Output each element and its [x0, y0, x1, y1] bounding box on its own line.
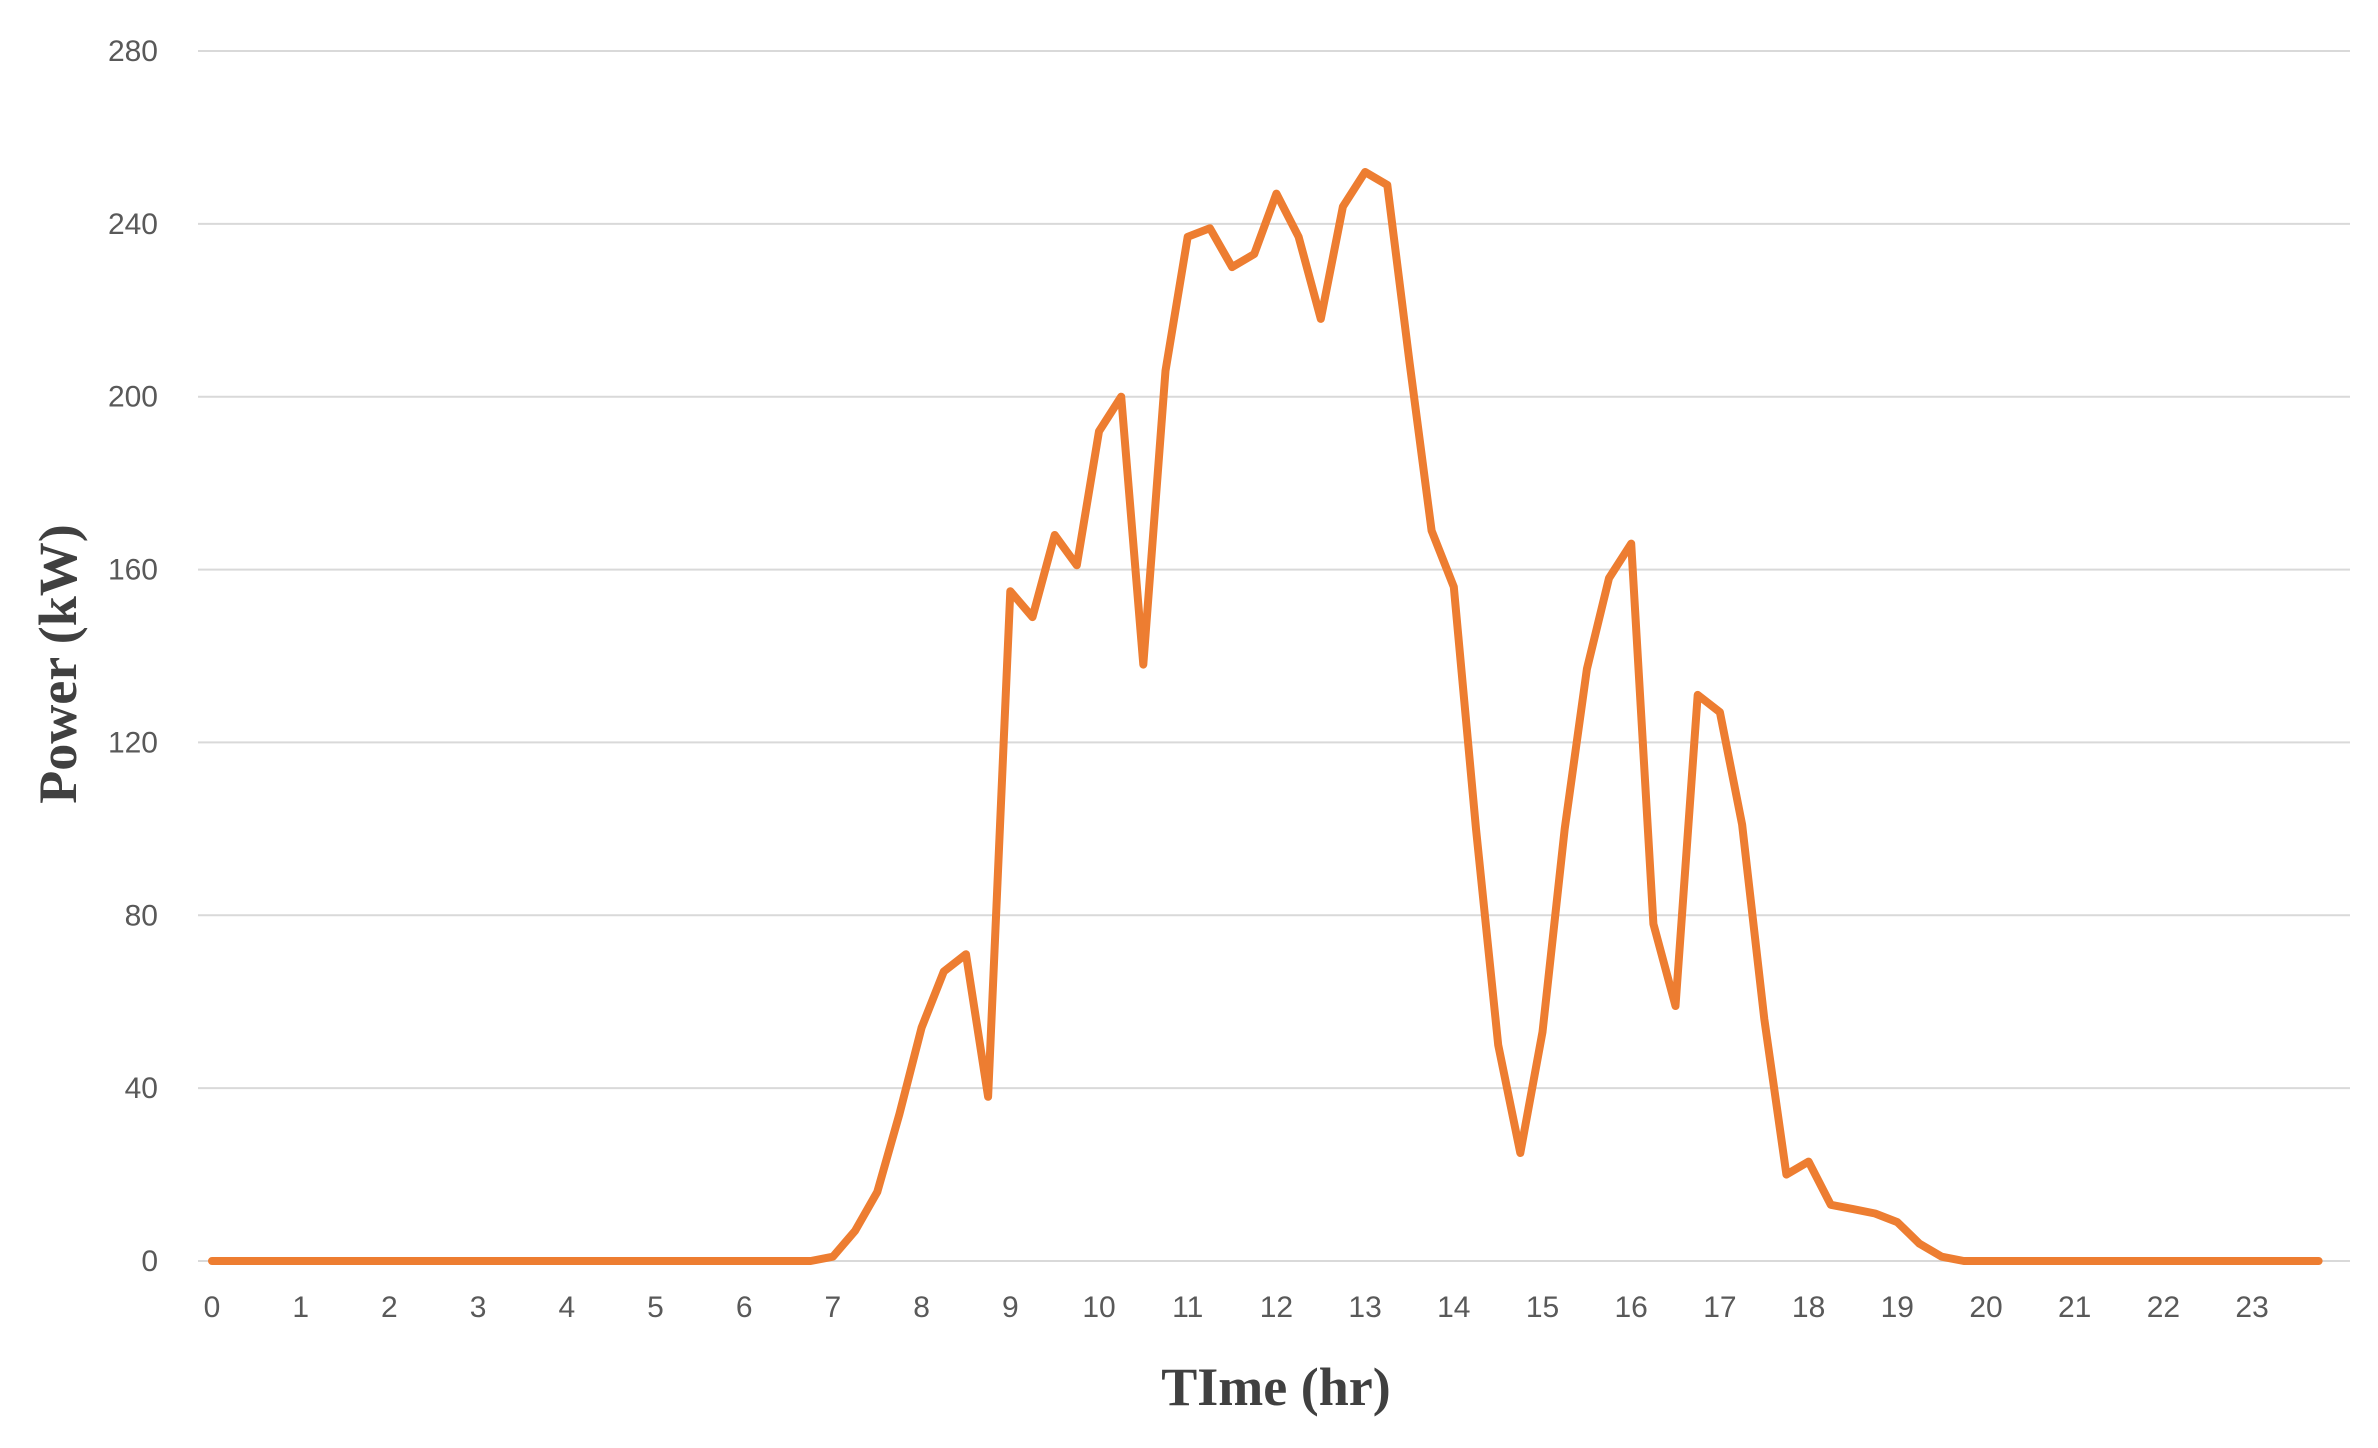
x-axis-title: TIme (hr): [1161, 1357, 1390, 1417]
x-tick-label-23: 23: [2235, 1291, 2268, 1324]
x-tick-label-7: 7: [825, 1291, 842, 1324]
y-axis-ticks: 0 40 80 120 160 200 240 280: [108, 35, 158, 1278]
y-tick-label-200: 200: [108, 381, 158, 414]
x-tick-label-1: 1: [292, 1291, 309, 1324]
x-tick-label-6: 6: [736, 1291, 753, 1324]
x-tick-label-0: 0: [204, 1291, 221, 1324]
x-tick-label-11: 11: [1172, 1291, 1203, 1324]
y-tick-label-240: 240: [108, 208, 158, 241]
x-tick-label-10: 10: [1082, 1291, 1115, 1324]
y-tick-label-280: 280: [108, 35, 158, 68]
x-tick-label-8: 8: [913, 1291, 930, 1324]
x-tick-label-15: 15: [1526, 1291, 1559, 1324]
x-tick-label-18: 18: [1792, 1291, 1825, 1324]
x-tick-label-12: 12: [1260, 1291, 1293, 1324]
x-axis-ticks: 0 1 2 3 4 5 6 7 8 9 10 11 12 13 14 15 16 17 18 19 20 21 22 23: [204, 1291, 2269, 1324]
gridlines: [198, 50, 2350, 1262]
y-tick-label-0: 0: [141, 1245, 158, 1278]
x-tick-label-9: 9: [1002, 1291, 1019, 1324]
series-lines: [208, 168, 2323, 1265]
x-tick-label-5: 5: [647, 1291, 664, 1324]
x-tick-label-19: 19: [1881, 1291, 1914, 1324]
x-tick-label-20: 20: [1969, 1291, 2002, 1324]
x-tick-label-3: 3: [470, 1291, 487, 1324]
x-tick-label-4: 4: [558, 1291, 575, 1324]
x-tick-label-13: 13: [1348, 1291, 1381, 1324]
y-tick-label-160: 160: [108, 554, 158, 587]
x-tick-label-21: 21: [2058, 1291, 2091, 1324]
x-tick-label-16: 16: [1615, 1291, 1648, 1324]
x-tick-label-2: 2: [381, 1291, 398, 1324]
y-tick-label-40: 40: [125, 1072, 158, 1105]
y-axis-title: Power (kW): [28, 524, 88, 803]
series-line-0: [208, 168, 2323, 1265]
y-tick-label-80: 80: [125, 899, 158, 932]
x-tick-label-14: 14: [1437, 1291, 1470, 1324]
x-tick-label-22: 22: [2147, 1291, 2180, 1324]
y-tick-label-120: 120: [108, 726, 158, 759]
x-tick-label-17: 17: [1703, 1291, 1736, 1324]
